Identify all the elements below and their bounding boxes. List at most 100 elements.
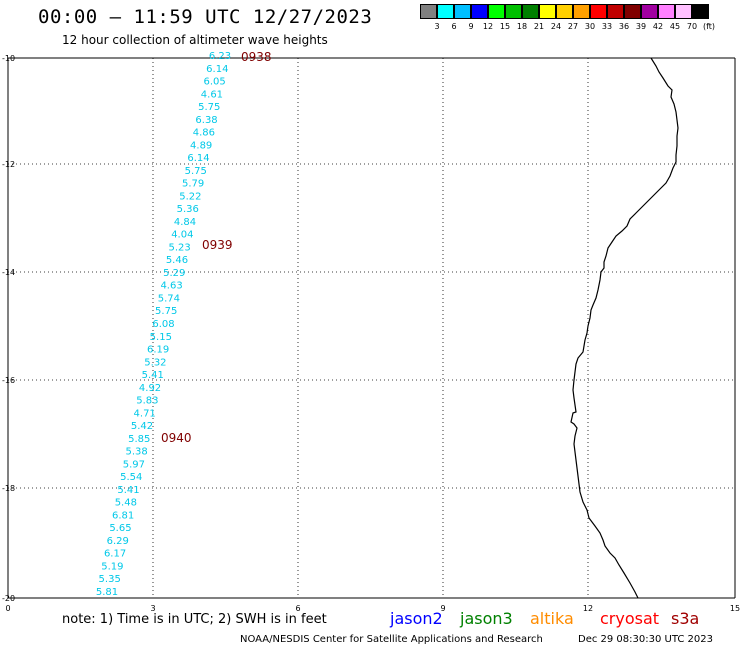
- wave-height-label: 5.48: [115, 498, 137, 509]
- colorbar-swatch: [437, 4, 454, 19]
- colorbar-swatch: [471, 4, 488, 19]
- wave-height-label: 4.63: [160, 281, 182, 292]
- generated-timestamp: Dec 29 08:30:30 UTC 2023: [578, 634, 713, 645]
- footer-note: note: 1) Time is in UTC; 2) SWH is in fe…: [62, 612, 327, 627]
- wave-height-label: 6.14: [187, 153, 209, 164]
- wave-height-label: 5.54: [120, 472, 142, 483]
- coastline: [570, 57, 679, 599]
- track-time-label: 0938: [241, 50, 272, 64]
- wave-height-label: 5.81: [96, 587, 118, 598]
- wave-height-label: 6.14: [206, 64, 228, 75]
- wave-height-label: 5.32: [144, 357, 166, 368]
- wave-height-label: 4.89: [190, 140, 212, 151]
- wave-height-label: 5.83: [136, 396, 158, 407]
- wave-height-label: 5.65: [109, 523, 131, 534]
- colorbar-label: 30: [584, 22, 596, 31]
- wave-height-label: 6.08: [152, 319, 174, 330]
- y-tick-label: -14: [2, 268, 15, 277]
- satellite-name: jason2: [390, 609, 443, 628]
- colorbar-label: 6: [451, 22, 457, 31]
- wave-height-label: 5.42: [131, 421, 153, 432]
- wave-height-label: 5.75: [198, 102, 220, 113]
- colorbar-label: 15: [499, 22, 511, 31]
- wave-height-label: 5.75: [155, 306, 177, 317]
- y-tick-label: -10: [2, 54, 15, 63]
- wave-height-label: 4.92: [139, 383, 161, 394]
- x-tick-label: 6: [295, 604, 300, 613]
- x-tick-label: 12: [583, 604, 593, 613]
- colorbar-swatch: [624, 4, 641, 19]
- x-tick-label: 0: [5, 604, 10, 613]
- x-tick-label: 3: [150, 604, 155, 613]
- wave-height-label: 5.74: [158, 293, 180, 304]
- colorbar-label: 27: [567, 22, 579, 31]
- colorbar-label: 42: [652, 22, 664, 31]
- colorbar-swatch: [675, 4, 692, 19]
- colorbar-label: (ft): [702, 22, 716, 31]
- credit-line: NOAA/NESDIS Center for Satellite Applica…: [240, 634, 543, 645]
- wave-height-label: 6.19: [147, 345, 169, 356]
- wave-height-label: 5.46: [166, 255, 188, 266]
- colorbar-swatch: [590, 4, 607, 19]
- satellite-name: altika: [530, 609, 574, 628]
- colorbar-swatch: [658, 4, 675, 19]
- colorbar-swatch: [505, 4, 522, 19]
- wave-height-label: 4.61: [201, 89, 223, 100]
- colorbar-label: 21: [533, 22, 545, 31]
- wave-height-label: 5.36: [177, 204, 199, 215]
- wave-height-label: 5.97: [123, 459, 145, 470]
- wave-height-label: 6.23: [209, 51, 231, 62]
- colorbar-swatch: [641, 4, 658, 19]
- colorbar-label: 24: [550, 22, 562, 31]
- colorbar-label: 18: [516, 22, 528, 31]
- colorbar-label: 70: [686, 22, 698, 31]
- map-subtitle: 12 hour collection of altimeter wave hei…: [62, 33, 328, 47]
- wave-height-label: 4.04: [171, 230, 193, 241]
- wave-height-label: 5.38: [125, 447, 147, 458]
- colorbar-swatch: [556, 4, 573, 19]
- colorbar-swatch: [539, 4, 556, 19]
- colorbar-label: 3: [434, 22, 440, 31]
- wave-height-label: 5.29: [163, 268, 185, 279]
- wave-height-label: 5.41: [117, 485, 139, 496]
- colorbar-label: 12: [482, 22, 494, 31]
- wave-height-label: 5.41: [142, 370, 164, 381]
- colorbar-swatch: [488, 4, 505, 19]
- wave-height-label: 5.19: [101, 561, 123, 572]
- y-tick-label: -20: [2, 594, 15, 603]
- wave-height-label: 6.81: [112, 510, 134, 521]
- wave-height-label: 5.85: [128, 434, 150, 445]
- wave-height-label: 5.75: [185, 166, 207, 177]
- colorbar-label: 33: [601, 22, 613, 31]
- colorbar-label: 9: [468, 22, 474, 31]
- satellite-name: s3a: [671, 609, 700, 628]
- wave-height-label: 5.79: [182, 179, 204, 190]
- satellite-name: cryosat: [600, 609, 660, 628]
- x-tick-label: 15: [730, 604, 740, 613]
- wave-height-label: 4.71: [134, 408, 156, 419]
- wave-height-label: 6.05: [203, 77, 225, 88]
- colorbar-swatch: [607, 4, 624, 19]
- colorbar-swatch: [573, 4, 590, 19]
- colorbar-label: 39: [635, 22, 647, 31]
- colorbar-swatch: [454, 4, 471, 19]
- colorbar-label: 45: [669, 22, 681, 31]
- map-title: 00:00 – 11:59 UTC 12/27/2023: [38, 6, 373, 28]
- colorbar-swatch: [692, 4, 709, 19]
- y-tick-label: -18: [2, 484, 15, 493]
- axis-tick-labels: 0 3 6 9 12 15 -10 -12 -14 -16 -18 -20: [2, 54, 740, 613]
- track-time-label: 0940: [161, 431, 192, 445]
- colorbar-label: 36: [618, 22, 630, 31]
- y-tick-label: -16: [2, 376, 15, 385]
- y-tick-label: -12: [2, 160, 15, 169]
- wave-height-label: 5.15: [150, 332, 172, 343]
- track-time-label: 0939: [202, 238, 233, 252]
- wave-height-label: 4.86: [193, 128, 215, 139]
- colorbar-swatch: [522, 4, 539, 19]
- wave-height-label: 4.84: [174, 217, 196, 228]
- wave-height-label: 5.35: [99, 574, 121, 585]
- x-tick-label: 9: [440, 604, 445, 613]
- colorbar-swatch: [420, 4, 437, 19]
- altimeter-track: 6.23 6.14 6.054.61 5.75 6.38 4.864.89 6.14 5.75…: [96, 50, 272, 598]
